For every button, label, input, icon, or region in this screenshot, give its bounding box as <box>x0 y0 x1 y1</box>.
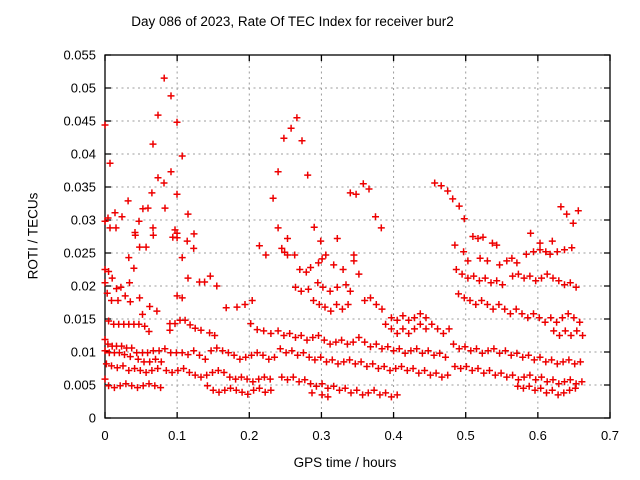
chart-title: Day 086 of 2023, Rate Of TEC Index for r… <box>131 14 454 29</box>
x-tick-label: 0.5 <box>457 428 475 443</box>
x-tick-label: 0.7 <box>601 428 619 443</box>
y-tick-label: 0.045 <box>63 114 96 129</box>
x-axis-label: GPS time / hours <box>293 455 397 470</box>
y-tick-label: 0.015 <box>63 312 96 327</box>
x-tick-label: 0.6 <box>529 428 547 443</box>
x-tick-label: 0.2 <box>240 428 258 443</box>
x-tick-label: 0.4 <box>385 428 403 443</box>
x-tick-label: 0 <box>101 428 108 443</box>
y-tick-label: 0.04 <box>71 147 96 162</box>
data-points-ROTI <box>101 74 587 401</box>
y-tick-label: 0 <box>89 411 96 426</box>
x-tick-label: 0.1 <box>168 428 186 443</box>
y-tick-label: 0.005 <box>63 378 96 393</box>
y-tick-label: 0.03 <box>71 213 96 228</box>
y-tick-label: 0.02 <box>71 279 96 294</box>
y-tick-label: 0.025 <box>63 246 96 261</box>
plot-frame <box>104 54 611 419</box>
y-tick-label: 0.055 <box>63 48 96 63</box>
x-tick-label: 0.3 <box>312 428 330 443</box>
y-tick-label: 0.05 <box>71 81 96 96</box>
y-tick-label: 0.01 <box>71 345 96 360</box>
y-tick-label: 0.035 <box>63 180 96 195</box>
